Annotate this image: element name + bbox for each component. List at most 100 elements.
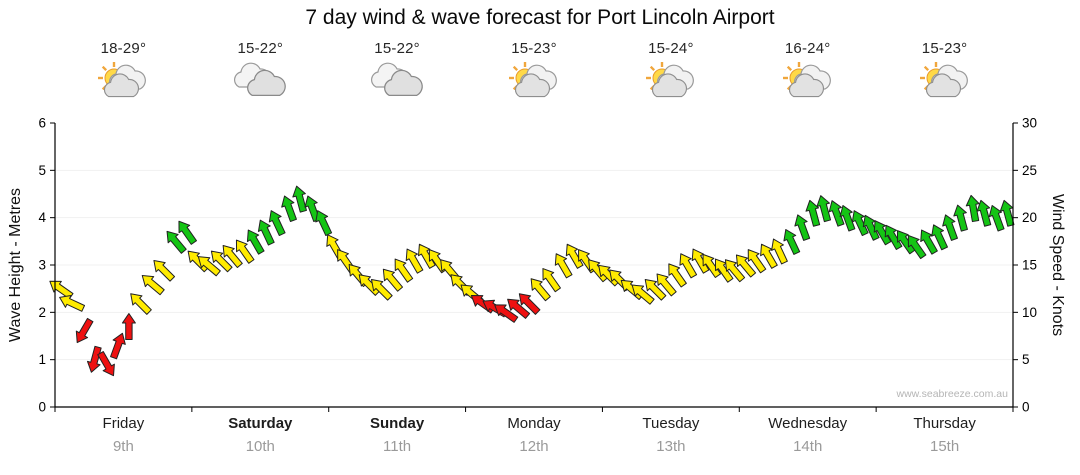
wind-arrow: [75, 317, 94, 344]
wind-arrow: [121, 313, 136, 340]
wind-arrow: [257, 219, 275, 246]
day-icon-wrap: [639, 60, 703, 106]
wind-arrow: [783, 229, 801, 255]
left-tick-label: 5: [38, 163, 46, 178]
cloud-icon: [788, 73, 824, 98]
weather-icon-partly-sunny: [919, 62, 968, 98]
watermark: www.seabreeze.com.au: [896, 388, 1008, 400]
wind-arrow: [235, 239, 255, 264]
day-icon-wrap: [776, 60, 840, 106]
day-icon-wrap: [365, 60, 429, 106]
wind-arrow: [805, 199, 821, 227]
day-icon-wrap: [913, 60, 977, 106]
wind-arrow: [59, 295, 86, 312]
day-name-label: Monday: [507, 415, 561, 432]
right-tick-label: 30: [1022, 116, 1037, 131]
wind-arrow: [884, 224, 903, 250]
wind-arrow: [371, 279, 393, 301]
wind-arrow: [530, 278, 551, 302]
wind-arrow: [965, 194, 980, 223]
wind-arrow: [724, 259, 746, 283]
day-axis-label-friday: Friday 9th: [103, 415, 145, 455]
left-tick-label: 3: [38, 258, 46, 273]
wind-arrow: [851, 210, 869, 237]
day-temp: 15-23°: [511, 40, 557, 57]
day-temp: 18-29°: [100, 40, 147, 57]
chart-frame: [54, 123, 1014, 408]
weather-icon-partly-sunny: [98, 62, 147, 98]
left-tick-label: 6: [38, 116, 46, 131]
day-temp: 15-24°: [648, 40, 694, 57]
day-date-label: 14th: [793, 438, 823, 455]
day-date-label: 12th: [519, 438, 549, 455]
weather-icon-cloudy: [234, 62, 287, 97]
day-axis-label-saturday: Saturday 10th: [228, 415, 292, 455]
wind-arrow: [598, 264, 620, 287]
right-tick-label: 20: [1022, 210, 1037, 225]
wind-arrow: [896, 230, 916, 255]
day-column-saturday: 15-22°: [228, 40, 292, 106]
day-column-thursday: 15-23°: [913, 40, 977, 106]
wind-arrow: [679, 253, 698, 279]
wind-arrow: [518, 293, 541, 315]
day-axis-label-sunday: Sunday 11th: [370, 415, 424, 455]
cloud-icon: [514, 73, 550, 98]
day-temp: 15-23°: [921, 40, 968, 57]
day-date-label: 10th: [245, 438, 275, 455]
day-date-label: 9th: [112, 438, 134, 455]
wind-arrow: [166, 230, 187, 254]
cloud-icon: [247, 69, 287, 97]
day-axis-label-monday: Monday 12th: [507, 415, 560, 455]
wind-arrow: [839, 204, 856, 232]
day-icon-wrap: [228, 60, 292, 106]
cloud-icon: [925, 73, 961, 98]
weather-icon-partly-sunny: [645, 62, 694, 98]
wind-arrow: [130, 293, 152, 315]
wind-arrow: [394, 258, 414, 283]
left-tick-label: 0: [38, 400, 46, 415]
day-temp: 16-24°: [784, 40, 831, 57]
day-name-label: Thursday: [913, 415, 976, 432]
wind-arrow: [771, 238, 788, 265]
right-tick-label: 5: [1022, 352, 1030, 367]
wind-arrow: [187, 250, 210, 273]
wind-arrow: [153, 260, 176, 282]
day-icon-wrap: [91, 60, 155, 106]
wind-arrow: [794, 214, 811, 241]
wind-arrow: [565, 243, 584, 269]
day-date-label: 11th: [383, 438, 412, 455]
day-icon-wrap: [502, 60, 566, 106]
wind-arrow: [953, 204, 968, 232]
day-name-label: Tuesday: [642, 415, 700, 432]
right-tick-label: 10: [1022, 305, 1037, 320]
cloud-icon: [384, 69, 423, 97]
wind-arrow: [999, 199, 1015, 227]
wind-arrow: [907, 234, 927, 260]
wind-arrow: [178, 220, 197, 245]
wind-arrow: [735, 254, 757, 278]
wind-arrow: [141, 275, 165, 296]
weather-icon-partly-sunny: [782, 62, 831, 98]
wind-arrow: [931, 224, 948, 251]
day-column-tuesday: 15-24°: [639, 40, 703, 106]
wind-arrow: [315, 210, 333, 237]
wind-arrow: [281, 195, 297, 223]
cloud-icon: [104, 73, 140, 98]
wind-arrow: [873, 220, 892, 246]
wind-arrow: [828, 200, 845, 227]
wind-arrow: [747, 249, 767, 274]
day-temp: 15-22°: [374, 40, 420, 57]
wind-arrow: [702, 253, 722, 278]
cloud-icon: [651, 73, 687, 98]
wind-arrow: [197, 256, 221, 277]
page-title: 7 day wind & wave forecast for Port Linc…: [305, 6, 775, 29]
day-column-wednesday: 16-24°: [776, 40, 840, 106]
wind-arrow: [382, 268, 404, 292]
wind-arrow: [976, 199, 992, 227]
wind-arrow: [542, 268, 561, 293]
left-tick-label: 4: [38, 210, 46, 225]
wind-arrow: [292, 185, 307, 213]
wind-arrow: [110, 332, 126, 360]
wind-arrow: [656, 273, 677, 297]
